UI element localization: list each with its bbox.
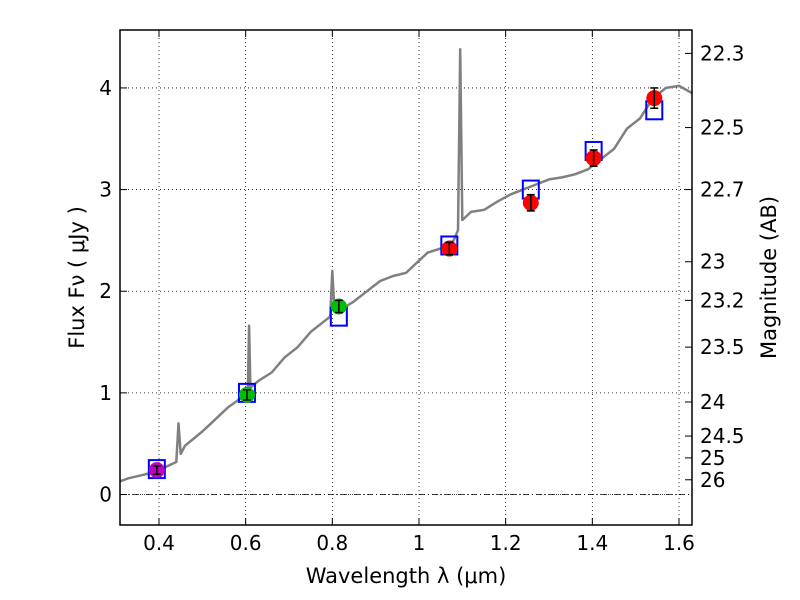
y2-tick-label: 22.7 <box>700 178 745 202</box>
spectrum-line <box>119 48 693 483</box>
spectrum <box>119 48 693 483</box>
tick-labels: 0.4 0.6 0.8 1 1.2 1.4 1.60123422.322.522.72323… <box>99 41 744 555</box>
grid <box>120 30 692 525</box>
x-tick-label: 0.6 <box>230 531 262 555</box>
y2-tick-label: 23 <box>700 250 725 274</box>
x-tick-label: 0.8 <box>316 531 348 555</box>
y-axis-label: Flux Fν ( μJy ) <box>65 206 89 349</box>
y2-axis-label: Magnitude (AB) <box>757 196 781 359</box>
x-tick-label: 1.6 <box>663 531 695 555</box>
x-tick-label: 1.4 <box>576 531 608 555</box>
y2-tick-label: 24.5 <box>700 424 745 448</box>
y-tick-label: 2 <box>99 279 112 303</box>
x-axis-label: Wavelength λ (μm) <box>306 564 507 588</box>
observed-points <box>148 87 663 479</box>
y2-tick-label: 24 <box>700 390 725 414</box>
y2-tick-label: 23.2 <box>700 288 745 312</box>
y2-tick-label: 26 <box>700 468 725 492</box>
y-tick-label: 4 <box>99 76 112 100</box>
y2-tick-label: 23.5 <box>700 335 745 359</box>
y-tick-label: 3 <box>99 178 112 202</box>
plot-frame <box>119 29 693 526</box>
y2-tick-label: 22.3 <box>700 41 745 65</box>
y2-tick-label: 25 <box>700 446 725 470</box>
x-tick-label: 1 <box>413 531 426 555</box>
x-tick-label: 0.4 <box>143 531 175 555</box>
y2-tick-label: 22.5 <box>700 116 745 140</box>
x-tick-label: 1.2 <box>490 531 522 555</box>
model-points <box>147 100 664 480</box>
y-tick-label: 0 <box>99 483 112 507</box>
y-tick-label: 1 <box>99 381 112 405</box>
ticks <box>120 30 692 525</box>
